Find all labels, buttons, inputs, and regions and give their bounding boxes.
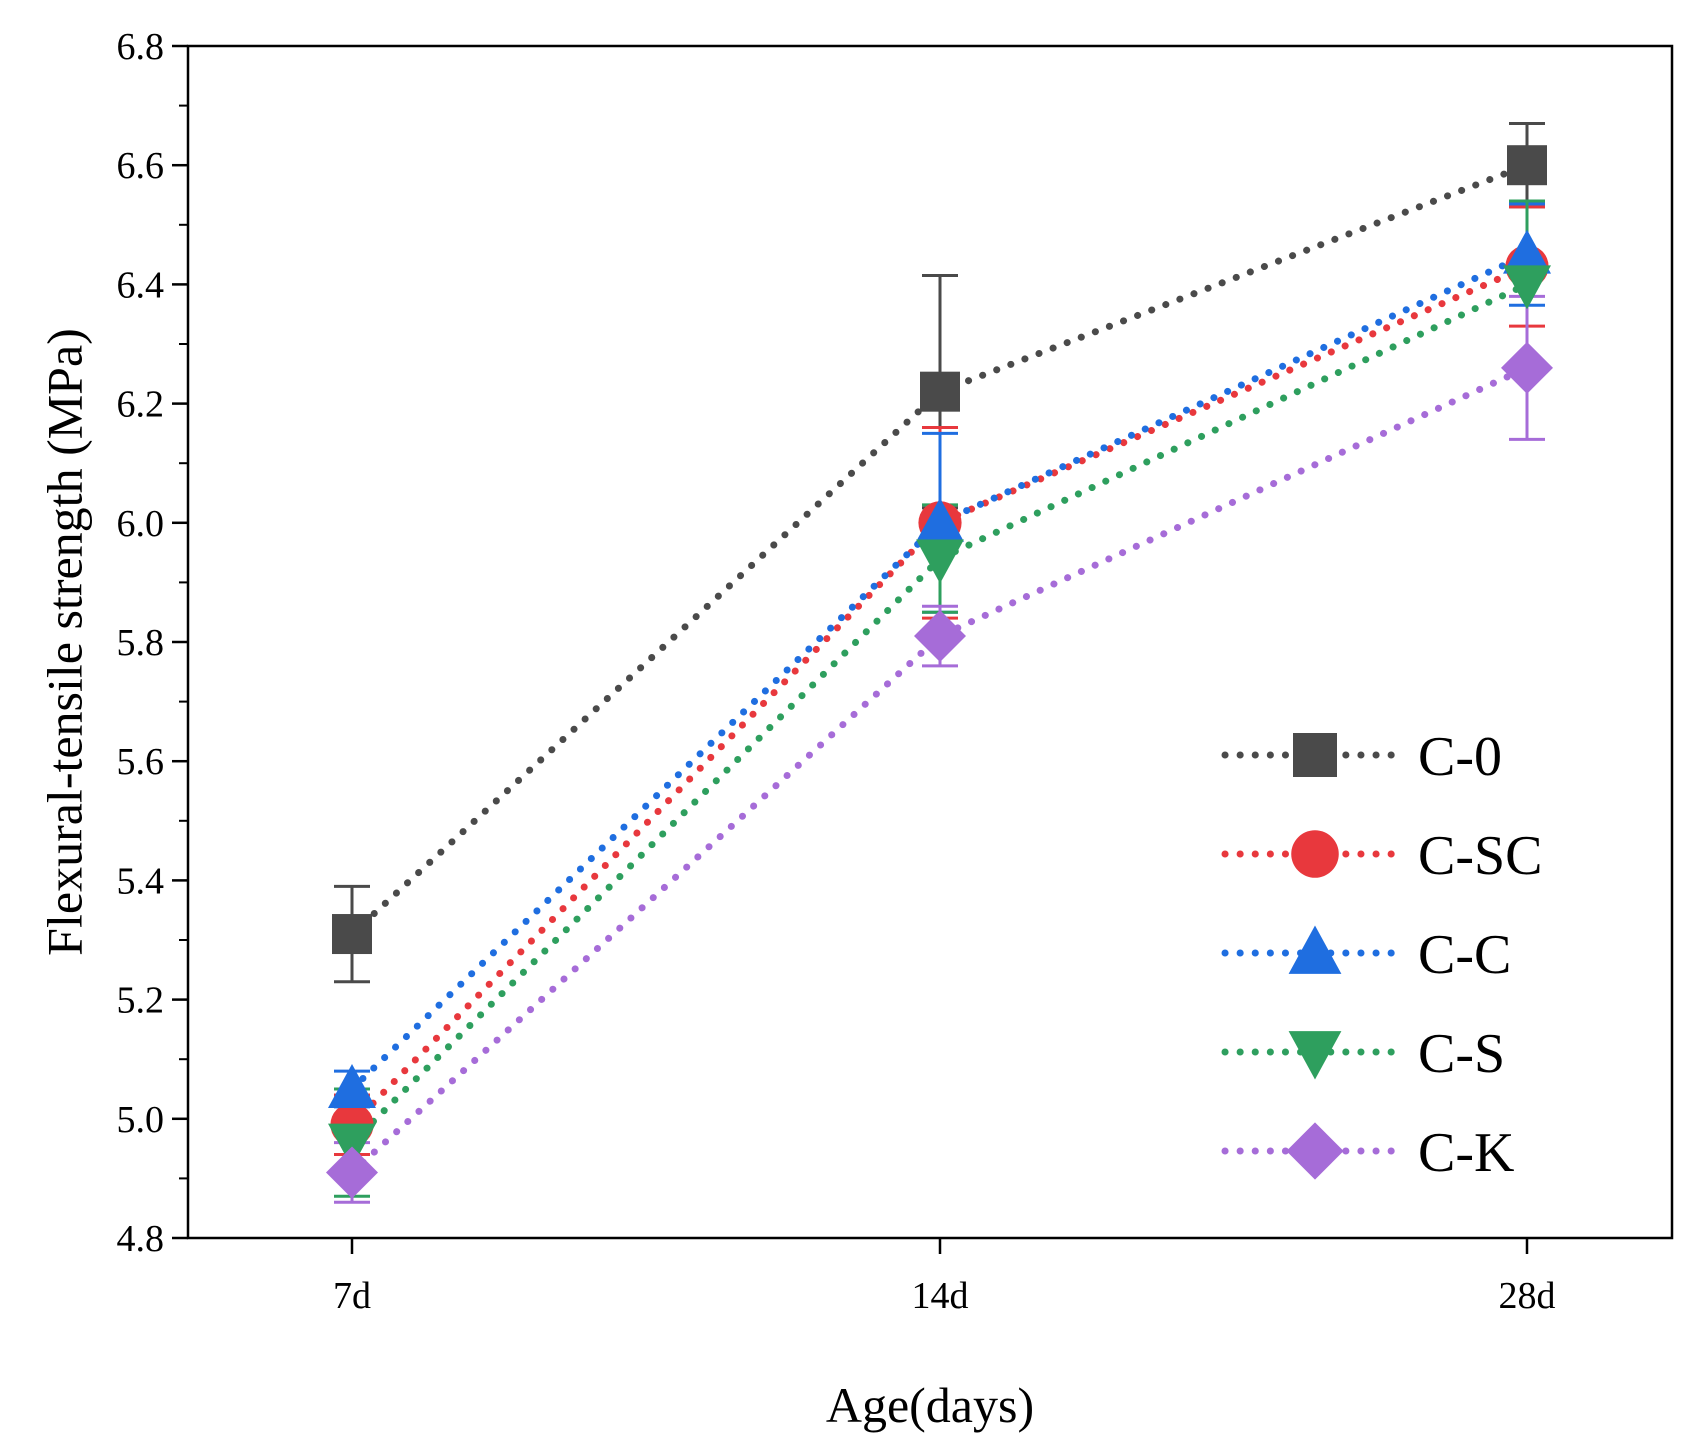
y-tick-label: 5.2 [117,980,165,1022]
y-tick-label: 5.0 [117,1099,165,1141]
legend-marker [1288,925,1342,974]
legend-item-c-c: C-C [1221,924,1511,986]
marker-c-c [1503,229,1551,274]
y-tick-label: 6.0 [117,503,165,545]
x-axis-title: Age(days) [826,1377,1034,1433]
marker-c-s [328,1123,376,1168]
legend-item-c-k: C-K [1221,1122,1514,1184]
data-markers [326,145,1553,1199]
y-axis: 4.8 5.0 5.2 5.4 5.6 5.8 6.0 6.2 6.4 6.6 6.8 [117,26,188,1260]
legend-item-c-0: C-0 [1221,726,1502,788]
x-tick-label: 28d [1499,1275,1556,1317]
legend-marker [1288,1031,1342,1080]
y-tick-label: 6.2 [117,384,165,426]
legend-label: C-SC [1418,825,1543,887]
marker-c-c [328,1064,376,1108]
legend-label: C-K [1418,1122,1514,1184]
y-axis-title: Flexural-tensile strength (MPa) [36,328,92,956]
legend-item-c-sc: C-SC [1221,825,1543,887]
error-bars [334,121,1545,1204]
marker-c-k [326,1146,378,1199]
x-tick-label: 14d [912,1275,969,1317]
marker-c-s [916,539,964,584]
y-tick-label: 6.8 [117,26,165,68]
legend-marker [1293,733,1337,777]
series-line-c-k [348,364,1531,1176]
marker-c-0 [920,371,960,412]
legend-marker [1291,830,1339,878]
legend-marker [1286,1122,1344,1180]
legend-label: C-S [1418,1023,1505,1085]
marker-c-0 [332,914,372,955]
marker-c-s [1503,265,1551,310]
y-tick-label: 5.6 [117,741,165,783]
legend: C-0 C-SC C-C C-S C-K [1221,726,1543,1184]
marker-c-0 [1507,145,1547,186]
marker-c-k [1501,341,1553,394]
series-line-c-sc [348,263,1531,1129]
y-tick-label: 5.8 [117,622,165,664]
y-tick-label: 5.4 [117,860,165,902]
legend-label: C-C [1418,924,1511,986]
marker-c-k [914,610,966,663]
y-tick-label: 4.8 [117,1218,165,1260]
x-axis: 7d 14d 28d [333,1238,1556,1317]
marker-c-c [916,497,964,542]
legend-item-c-s: C-S [1221,1023,1505,1085]
legend-label: C-0 [1418,726,1502,788]
y-tick-label: 6.6 [117,145,165,187]
x-tick-label: 7d [333,1275,371,1317]
y-tick-label: 6.4 [117,264,165,306]
